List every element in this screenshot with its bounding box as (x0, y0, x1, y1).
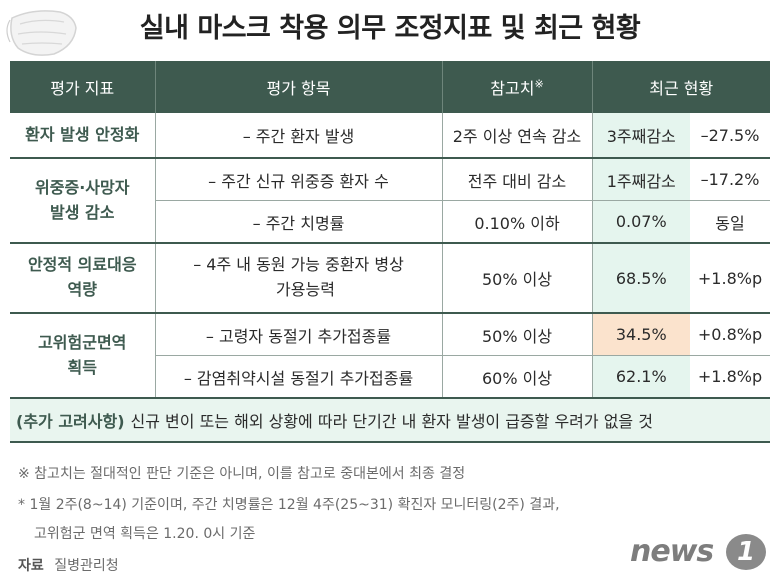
status-cell-highlighted: 34.5% (592, 313, 690, 356)
reference-cell: 50% 이상 (442, 243, 593, 314)
category-cell: 위중증·사망자 발생 감소 (10, 158, 156, 244)
category-line: 안정적 의료대응 (27, 255, 137, 275)
status-cell: 62.1% (592, 355, 690, 398)
change-cell: +1.8%p (690, 243, 770, 314)
table-row: 위중증·사망자 발생 감소 – 주간 신규 위중증 환자 수 전주 대비 감소 … (10, 158, 770, 244)
source-line: 자료 질병관리청 (18, 555, 119, 575)
item-cell: – 주간 환자 발생 (155, 113, 443, 159)
category-cell: 안정적 의료대응 역량 (10, 243, 156, 314)
face-mask-illustration (6, 10, 77, 56)
item-cell: – 감염취약시설 동절기 추가접종률 (155, 355, 443, 398)
change-cell: –17.2% (690, 158, 770, 201)
item-cell: – 4주 내 동원 가능 중환자 병상 가용능력 (155, 243, 443, 314)
source-name: 질병관리청 (54, 558, 119, 574)
table-row: – 주간 치명률 0.10% 이하 0.07% 동일 (10, 200, 770, 244)
reference-cell: 50% 이상 (442, 313, 593, 356)
additional-consideration-note: (추가 고려사항) 신규 변이 또는 해외 상황에 따라 단기간 내 환자 발생… (10, 397, 770, 443)
table-row: 환자 발생 안정화 – 주간 환자 발생 2주 이상 연속 감소 3주째감소 –… (10, 113, 770, 159)
status-cell: 68.5% (592, 243, 690, 314)
status-cell: 3주째감소 (592, 113, 690, 159)
note-text: 신규 변이 또는 해외 상황에 따라 단기간 내 환자 발생이 급증할 우려가 … (130, 412, 653, 431)
status-cell: 1주째감소 (592, 158, 690, 201)
table-row: – 감염취약시설 동절기 추가접종률 60% 이상 62.1% +1.8%p (10, 355, 770, 398)
category-line: 위중증·사망자 (35, 177, 130, 197)
footnote: * 1월 2주(8~14) 기준이며, 주간 치명률은 12월 4주(25~31… (18, 497, 560, 513)
change-cell: +1.8%p (690, 355, 770, 398)
category-line: 역량 (67, 280, 97, 299)
category-cell: 고위험군면역 획득 (10, 313, 156, 398)
reference-cell: 2주 이상 연속 감소 (442, 113, 593, 159)
table-header-row: 평가 지표 평가 항목 참고치※ 최근 현황 (10, 61, 770, 113)
category-line: 발생 감소 (50, 202, 115, 222)
status-cell: 0.07% (592, 200, 690, 244)
source-label: 자료 (18, 558, 44, 574)
reference-cell: 0.10% 이하 (442, 200, 593, 244)
category-line: 획득 (67, 357, 97, 377)
reference-cell: 전주 대비 감소 (442, 158, 593, 201)
header-indicator: 평가 지표 (10, 61, 156, 113)
footnote: ※ 참고치는 절대적인 판단 기준은 아니며, 이를 참고로 중대본에서 최종 … (18, 466, 466, 482)
page-title: 실내 마스크 착용 의무 조정지표 및 최근 현황 (139, 13, 641, 44)
logo-text: news (630, 534, 714, 569)
note-label: (추가 고려사항) (16, 412, 125, 431)
header-reference: 참고치※ (442, 61, 593, 113)
change-cell: –27.5% (690, 113, 770, 159)
logo-badge: 1 (726, 534, 766, 570)
change-cell: 동일 (690, 200, 770, 244)
item-cell: – 주간 치명률 (155, 200, 443, 244)
item-cell: – 고령자 동절기 추가접종률 (155, 313, 443, 356)
header-item: 평가 항목 (155, 61, 443, 113)
item-line: – 4주 내 동원 가능 중환자 병상 (193, 255, 404, 275)
news1-logo: news 1 (630, 530, 770, 574)
header-current: 최근 현황 (592, 61, 770, 113)
table-row: 안정적 의료대응 역량 – 4주 내 동원 가능 중환자 병상 가용능력 50%… (10, 243, 770, 314)
category-cell: 환자 발생 안정화 (10, 113, 156, 159)
item-line: 가용능력 (276, 280, 335, 299)
table-row: 고위험군면역 획득 – 고령자 동절기 추가접종률 50% 이상 34.5% +… (10, 313, 770, 398)
category-line: 고위험군면역 (38, 332, 127, 352)
change-cell: +0.8%p (690, 313, 770, 356)
indicator-table: 평가 지표 평가 항목 참고치※ 최근 현황 환자 발생 안정화 – 주간 환자… (10, 61, 770, 398)
footnote: 고위험군 면역 획득은 1.20. 0시 기준 (34, 526, 256, 542)
reference-cell: 60% 이상 (442, 355, 593, 398)
item-cell: – 주간 신규 위중증 환자 수 (155, 158, 443, 201)
